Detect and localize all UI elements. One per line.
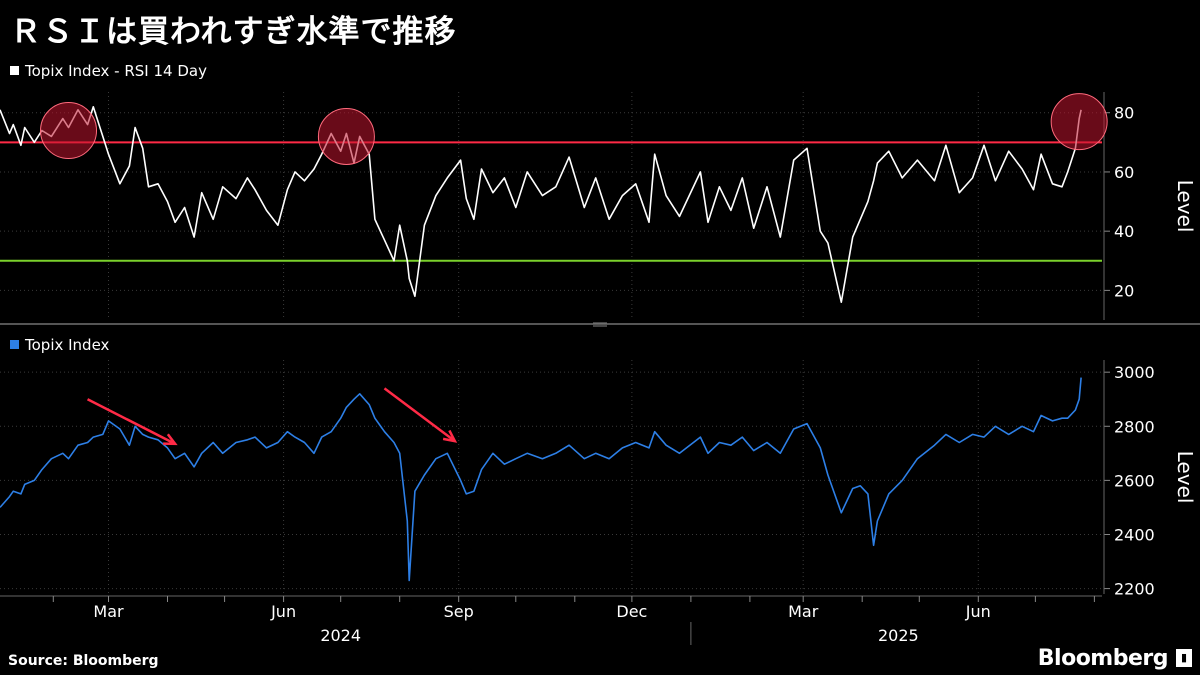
legend-label-rsi: Topix Index - RSI 14 Day xyxy=(25,62,207,80)
drop-arrow-1 xyxy=(383,387,456,443)
ytick-label-rsi-0: 20 xyxy=(1114,281,1134,300)
ytick-label-topix-1: 2400 xyxy=(1114,525,1155,544)
ytick-label-topix-3: 2800 xyxy=(1114,417,1155,436)
source-note: Source: Bloomberg xyxy=(8,653,159,669)
legend-topix: Topix Index xyxy=(10,336,109,354)
ytick-label-rsi-2: 60 xyxy=(1114,163,1134,182)
xtick-label-5: Jun xyxy=(965,602,991,621)
drop-arrow-head-0 xyxy=(163,433,178,446)
xtick-label-3: Dec xyxy=(616,602,647,621)
drop-arrow-head-1 xyxy=(442,429,458,443)
series-line-rsi-0 xyxy=(0,106,1082,304)
ytick-label-topix-2: 2600 xyxy=(1114,471,1155,490)
legend-rsi: Topix Index - RSI 14 Day xyxy=(10,62,207,80)
ytick-label-topix-0: 2200 xyxy=(1114,580,1155,599)
ytick-label-topix-4: 3000 xyxy=(1114,363,1155,382)
y-axis-title-rsi: Level xyxy=(1173,180,1197,233)
legend-swatch-rsi xyxy=(10,66,19,75)
terminal-icon: ▮ xyxy=(1176,649,1192,667)
chart-title: ＲＳＩは買われすぎ水準で推移 xyxy=(10,14,457,50)
series-line-topix-0 xyxy=(0,377,1082,582)
xtick-label-1: Jun xyxy=(270,602,296,621)
overbought-marker-2 xyxy=(1050,93,1108,151)
year-label-0: 2024 xyxy=(320,626,361,645)
xtick-label-4: Mar xyxy=(788,602,819,621)
xtick-label-2: Sep xyxy=(444,602,474,621)
y-axis-title-topix: Level xyxy=(1173,451,1197,504)
overbought-marker-0 xyxy=(40,102,98,160)
year-label-1: 2025 xyxy=(878,626,919,645)
legend-label-topix: Topix Index xyxy=(25,336,110,354)
xtick-label-0: Mar xyxy=(93,602,124,621)
ytick-label-rsi-3: 80 xyxy=(1114,104,1134,123)
overbought-marker-1 xyxy=(317,107,375,165)
ytick-label-rsi-1: 40 xyxy=(1114,222,1134,241)
drop-arrow-0 xyxy=(86,398,176,445)
brand-logo: Bloomberg xyxy=(1037,646,1169,671)
legend-swatch-topix xyxy=(10,340,19,349)
